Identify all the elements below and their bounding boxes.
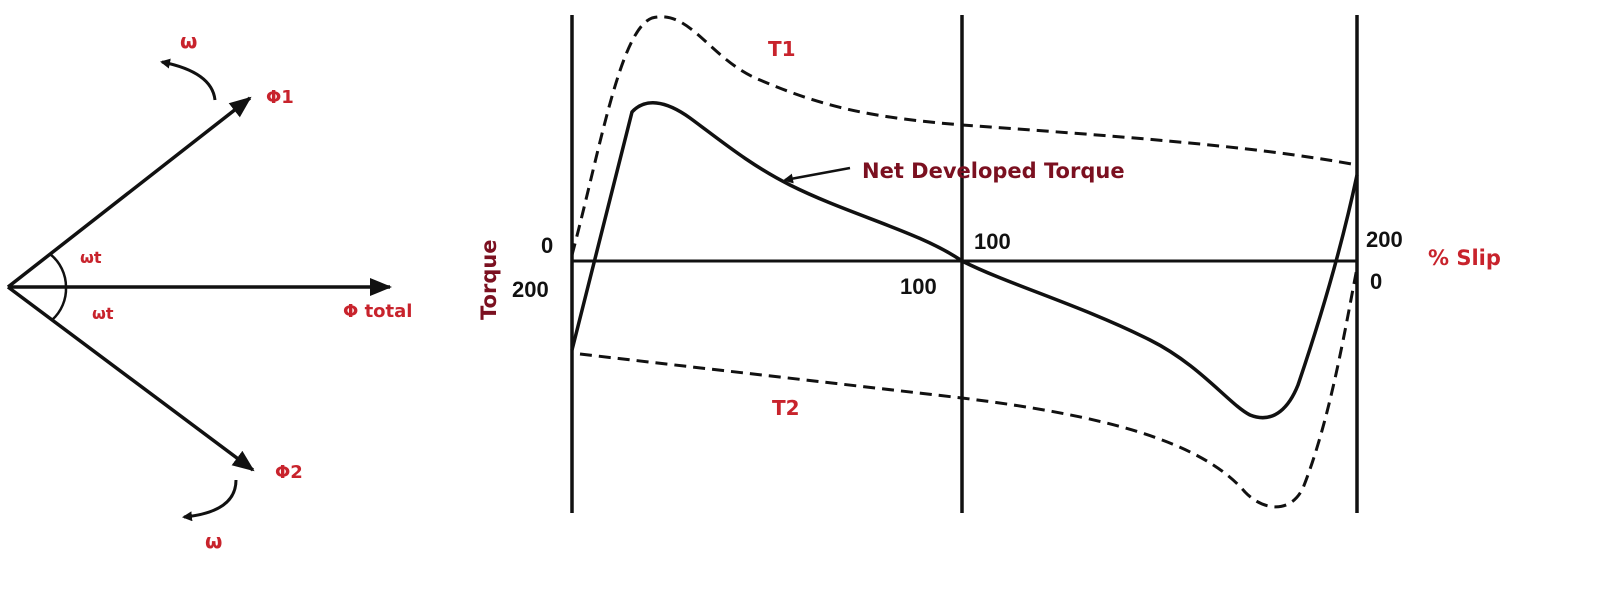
upper-omega-rotation-arrow — [160, 58, 217, 101]
lower-omega-rotation-arrow — [182, 479, 238, 522]
middle-axis-top-tick: 100 — [974, 229, 1011, 254]
angle-label-lower: ωt — [92, 304, 114, 323]
left-axis-top-tick: 0 — [541, 233, 553, 258]
t2-curve-label: T2 — [772, 396, 800, 420]
phi-total-label: Φ total — [343, 301, 412, 322]
angle-label-upper: ωt — [80, 248, 102, 267]
net-developed-torque-curve — [570, 101, 1359, 420]
right-axis-bottom-tick: 0 — [1370, 269, 1382, 294]
phi1-label: Φ1 — [266, 87, 294, 108]
phi2-label: Φ2 — [275, 462, 303, 483]
left-axis-bottom-tick: 200 — [512, 277, 549, 302]
right-axis-top-tick: 200 — [1366, 227, 1403, 252]
net-torque-pointer-arrow — [783, 166, 851, 184]
middle-axis-bottom-tick: 100 — [900, 274, 937, 299]
torque-slip-graph: T1 T2 Net Developed Torque Torque % Slip… — [477, 15, 1501, 513]
x-axis-label-slip: % Slip — [1428, 246, 1501, 270]
y-axis-label-torque: Torque — [477, 239, 501, 320]
lower-angle-arc — [51, 286, 68, 321]
phi2-phasor-arrow — [6, 285, 255, 472]
net-torque-curve-label: Net Developed Torque — [862, 159, 1125, 183]
t1-forward-torque-curve — [570, 15, 1358, 256]
t2-backward-torque-curve — [579, 267, 1359, 509]
omega-label-upper: ω — [180, 29, 197, 53]
phasor-diagram: ω Φ1 ωt ωt Φ total Φ2 ω — [6, 29, 412, 553]
t1-curve-label: T1 — [768, 37, 796, 61]
omega-label-lower: ω — [205, 529, 222, 553]
upper-angle-arc — [49, 253, 68, 288]
phi1-phasor-arrow — [6, 96, 252, 289]
